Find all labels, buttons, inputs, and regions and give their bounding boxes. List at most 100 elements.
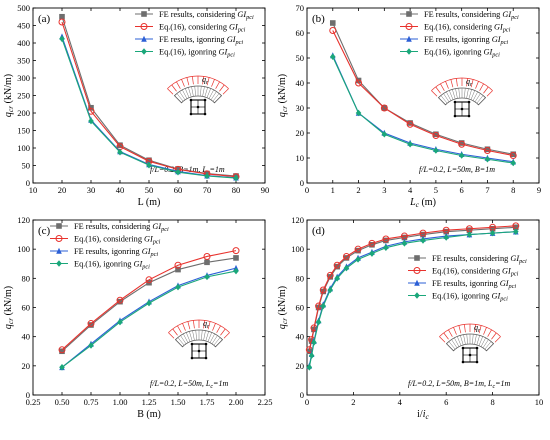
data-point — [327, 286, 333, 294]
data-point — [329, 53, 336, 61]
load-arrow — [172, 328, 178, 336]
load-arrow — [219, 84, 225, 92]
load-arrow — [443, 332, 449, 340]
data-point — [204, 273, 210, 281]
y-tick-label: 150 — [17, 126, 30, 136]
cross-section-chord — [453, 114, 457, 118]
arch-panel-line — [455, 88, 458, 99]
x-tick-label: 8 — [511, 185, 515, 195]
series-line-1 — [308, 226, 516, 352]
data-point — [407, 140, 413, 148]
arch-panel-line — [200, 86, 202, 97]
y-tick-label: 200 — [17, 108, 30, 118]
x-tick-label: 1.25 — [142, 397, 157, 407]
legend-label: Eq.(16), considering GIpci​ — [424, 23, 511, 34]
y-tick-label: 100 — [17, 244, 30, 254]
data-point — [233, 174, 239, 182]
load-arrow — [470, 79, 474, 88]
load-arrow — [483, 327, 487, 335]
y-tick-label: 80 — [296, 273, 305, 283]
cross-section-chord — [189, 98, 193, 102]
arch-panel-line — [449, 90, 454, 100]
arch-panel-line — [466, 88, 469, 99]
legend-marker — [141, 35, 147, 42]
data-point — [355, 79, 363, 87]
cross-section-chord — [460, 107, 464, 111]
data-point — [117, 142, 123, 148]
data-point — [369, 241, 375, 248]
arch-panel-line — [177, 337, 185, 346]
legend-label: Eq.(16), igonring GIpci​ — [432, 292, 508, 303]
data-point — [443, 228, 449, 235]
y-tick-label: 70 — [296, 3, 305, 13]
data-point — [343, 264, 350, 272]
y-tick-label: 500 — [17, 3, 30, 13]
data-point — [88, 117, 94, 125]
cross-section-chord — [204, 342, 208, 346]
load-label: qr — [474, 323, 481, 334]
data-point — [59, 35, 65, 43]
arch-inset-diagram: qr — [431, 77, 493, 118]
arch-inset-diagram: qr — [167, 75, 229, 116]
load-label: qr — [466, 77, 473, 88]
data-point — [87, 320, 95, 328]
data-point — [326, 271, 334, 279]
legend-marker — [140, 23, 148, 30]
arch-panel-line — [194, 86, 196, 97]
x-tick-label: 0.25 — [26, 397, 41, 407]
data-point — [333, 261, 341, 269]
load-arrow — [456, 78, 458, 87]
legend-marker — [414, 255, 420, 261]
data-point — [88, 322, 94, 328]
x-tick-label: 90 — [261, 185, 270, 195]
load-label: qr — [203, 319, 210, 330]
load-arrow — [186, 77, 190, 86]
legend: FE results, considering GIpci​ Eq.(16), c… — [400, 10, 519, 59]
cross-section-chord — [467, 100, 471, 104]
legend-label: FE results, igonring GIpci​ — [424, 35, 508, 46]
data-point — [146, 161, 152, 169]
x-axis-label: i/ic​ — [417, 409, 429, 421]
arch-panel-line — [480, 337, 486, 347]
data-point — [401, 234, 408, 241]
x-tick-label: 2 — [351, 397, 355, 407]
data-point — [354, 245, 362, 253]
y-tick-label: 120 — [17, 215, 30, 225]
arch-panel-line — [478, 336, 483, 346]
x-axis-label: B (m) — [137, 409, 161, 420]
data-point — [116, 296, 124, 304]
arch-panel-line — [211, 335, 218, 345]
y-tick-label: 300 — [17, 73, 30, 83]
data-point — [233, 267, 239, 275]
load-curve — [431, 77, 493, 91]
arch-panel-line — [182, 89, 188, 99]
data-point — [483, 147, 491, 154]
legend-label: Eq.(16), igonring GIpci​ — [159, 48, 235, 59]
load-curve — [168, 319, 230, 333]
data-point — [406, 120, 414, 128]
load-arrow — [486, 90, 493, 97]
load-curve — [439, 323, 501, 337]
data-point — [489, 229, 496, 237]
legend: FE results, considering GIpci​ Eq.(16), c… — [408, 254, 527, 303]
cross-section-chord — [197, 349, 201, 353]
x-tick-label: 70 — [203, 185, 212, 195]
load-arrow — [207, 321, 211, 330]
x-tick-label: 6 — [444, 397, 448, 407]
legend-marker — [414, 279, 420, 286]
data-point — [432, 132, 440, 139]
load-arrow — [206, 77, 210, 86]
data-point — [320, 302, 327, 310]
x-tick-label: 4 — [398, 397, 403, 407]
series-line-2 — [332, 30, 514, 157]
legend-label: Eq.(16), considering GIpci​ — [159, 23, 246, 34]
load-arrow — [458, 325, 462, 334]
x-tick-label: 1.00 — [113, 397, 128, 407]
data-point — [334, 263, 340, 270]
arch-panel-line — [470, 90, 475, 100]
arch-panel-line — [474, 93, 481, 103]
data-point — [355, 247, 361, 254]
x-tick-label: 0.75 — [84, 397, 99, 407]
x-tick-label: 7 — [485, 185, 489, 195]
load-arrow — [445, 81, 449, 89]
